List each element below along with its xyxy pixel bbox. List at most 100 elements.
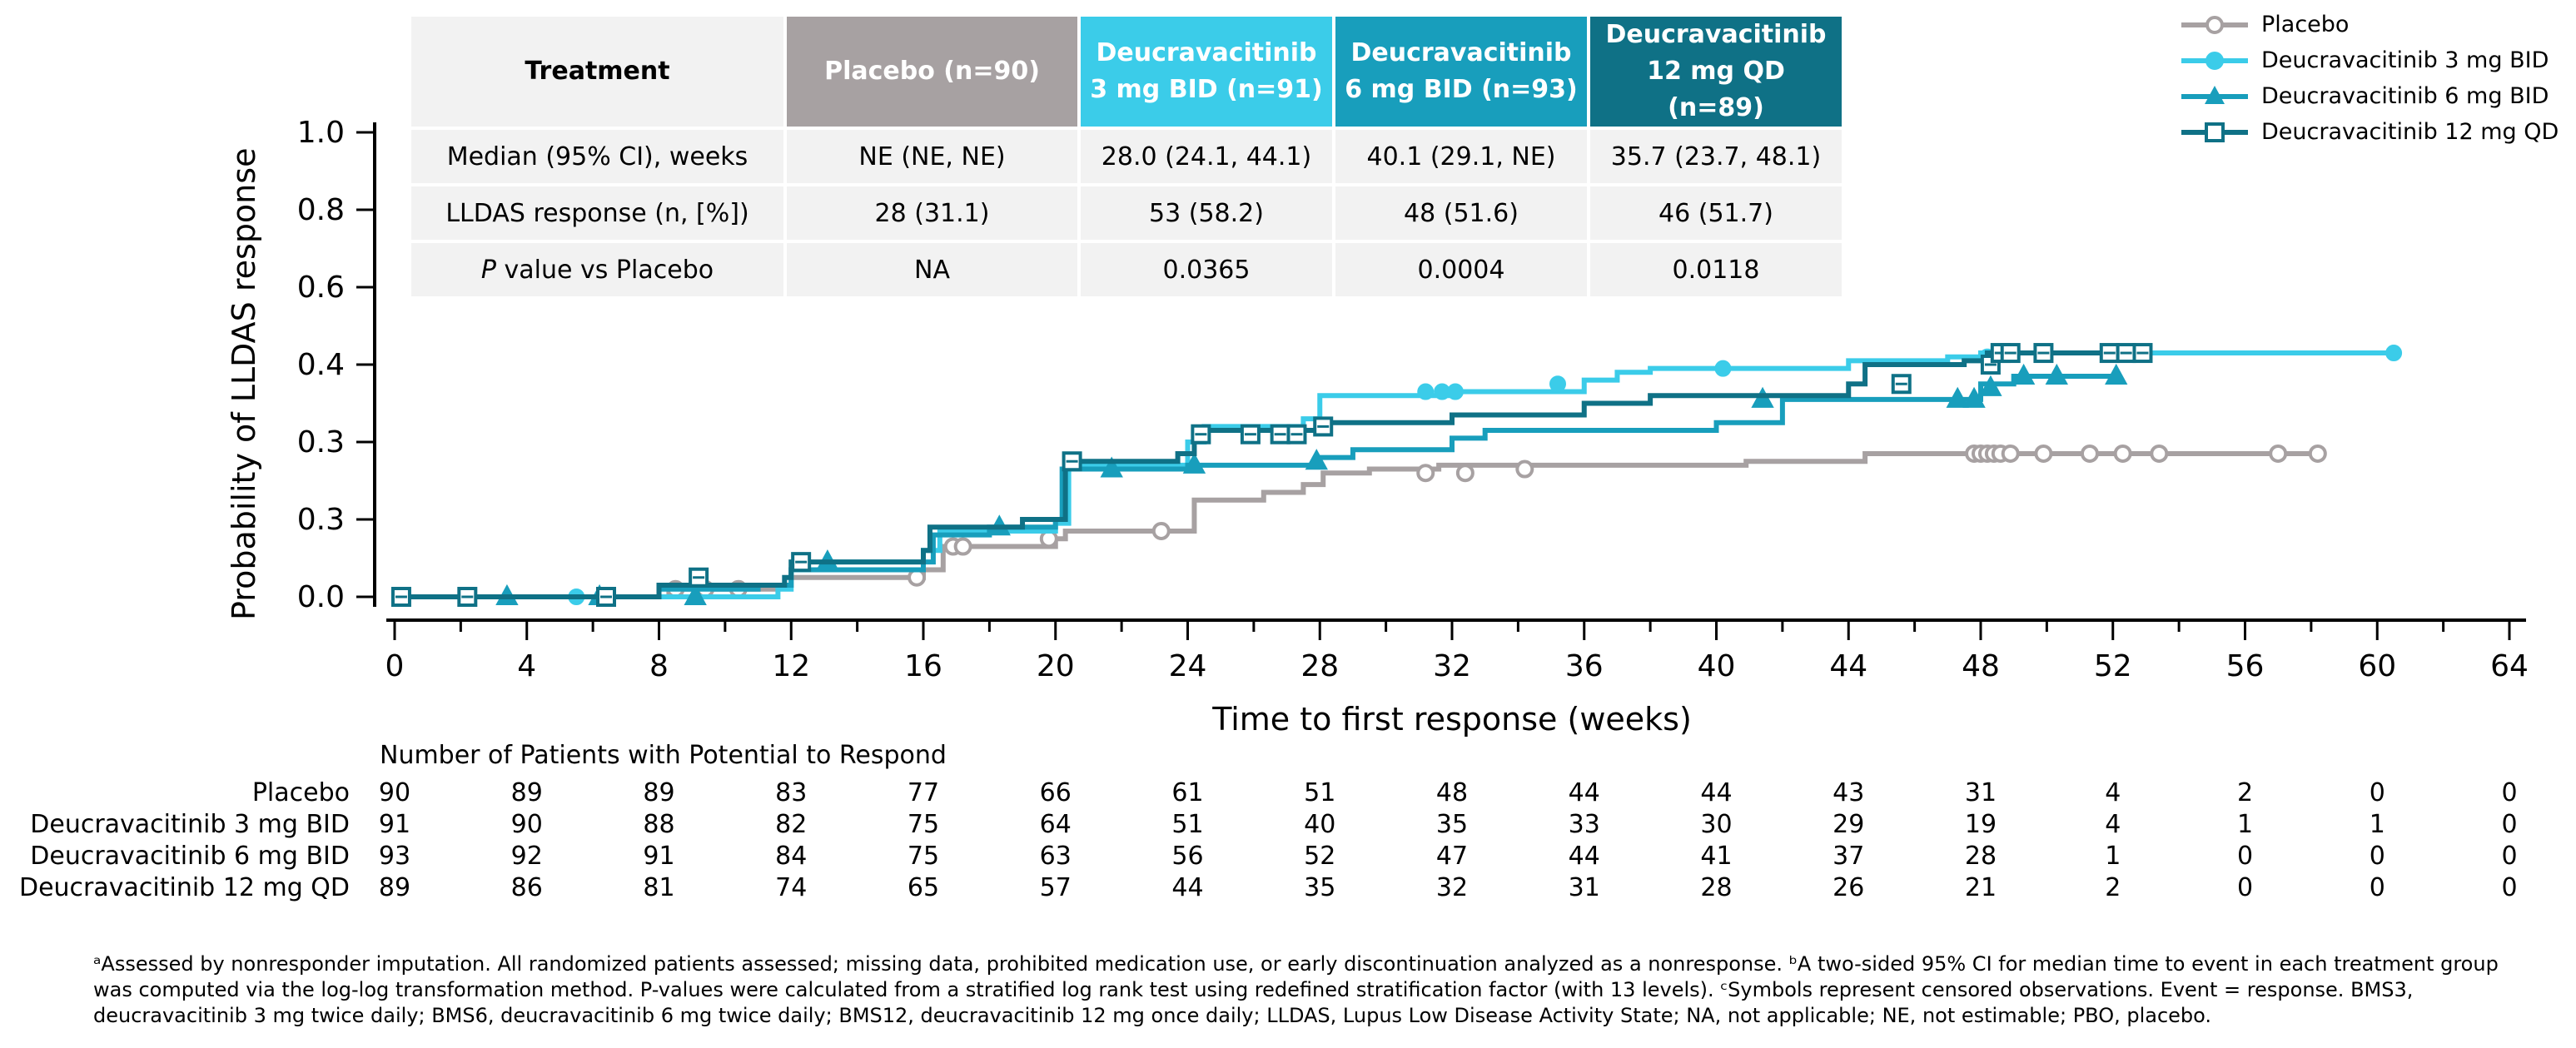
table-header-cell: Placebo (n=90) <box>787 17 1077 127</box>
at-risk-value: 43 <box>1833 778 1865 807</box>
at-risk-value: 0 <box>2501 873 2518 902</box>
table-header-cell: Deucravacitinib 12 mg QD (n=89) <box>1590 17 1842 127</box>
legend-label: Deucravacitinib 6 mg BID <box>2261 83 2549 109</box>
footnote: ᵃAssessed by nonresponder imputation. Al… <box>93 952 2499 1027</box>
at-risk-value: 89 <box>378 873 411 902</box>
at-risk-value: 44 <box>1568 842 1600 871</box>
at-risk-value: 52 <box>1304 842 1336 871</box>
legend-swatch <box>2181 85 2248 104</box>
at-risk-label: Placebo <box>251 778 350 807</box>
censor-marker-0 <box>2080 444 2099 463</box>
table-cell: 28.0 (24.1, 44.1) <box>1081 130 1332 183</box>
at-risk-value: 28 <box>1964 842 1997 871</box>
at-risk-row: Placebo 90 89 89 83 77 66 61 51 48 44 44 43 31 4 2 0 0 <box>0 778 2576 810</box>
at-risk-value: 26 <box>1833 873 1865 902</box>
x-tick-label: 36 <box>1565 649 1604 683</box>
at-risk-value: 66 <box>1039 778 1072 807</box>
censor-marker-0 <box>1416 464 1435 483</box>
table-header-text: Treatment <box>525 57 670 86</box>
table-cell: 0.0365 <box>1081 243 1332 296</box>
x-tick-label: 16 <box>904 649 942 683</box>
at-risk-value: 90 <box>510 810 543 839</box>
x-axis-label: Time to first response (weeks) <box>1211 701 1692 738</box>
series-line-3 <box>395 350 2146 599</box>
at-risk-value: 0 <box>2369 873 2385 902</box>
legend-item: Deucravacitinib 6 mg BID <box>2180 78 2559 114</box>
censor-marker-2 <box>1182 452 1206 474</box>
legend-item: Deucravacitinib 3 mg BID <box>2180 42 2559 78</box>
at-risk-value: 88 <box>643 810 675 839</box>
at-risk-row: Deucravacitinib 6 mg BID 93 92 91 84 75 63 56 52… <box>0 842 2576 873</box>
at-risk-label: Deucravacitinib 6 mg BID <box>30 842 350 871</box>
censor-marker-1 <box>1714 360 1732 377</box>
at-risk-value: 1 <box>2369 810 2385 839</box>
x-tick-label: 56 <box>2226 649 2265 683</box>
at-risk-value: 4 <box>2105 810 2121 839</box>
at-risk-value: 2 <box>2236 778 2254 807</box>
y-tick-label: 0.3 <box>297 425 345 459</box>
legend-item: Deucravacitinib 12 mg QD <box>2180 114 2559 150</box>
at-risk-label: Deucravacitinib 12 mg QD <box>18 873 350 902</box>
at-risk-value: 1 <box>2105 842 2121 871</box>
at-risk-value: 51 <box>1171 810 1204 839</box>
at-risk-title: Number of Patients with Potential to Res… <box>380 741 947 770</box>
at-risk-value: 74 <box>775 873 808 902</box>
x-tick-label: 0 <box>385 649 405 683</box>
censor-marker-2 <box>2105 363 2128 385</box>
summary-table: Treatment Placebo (n=90) Deucravacitinib 3 … <box>408 13 1845 300</box>
table-header-text: 12 mg QD (n=89) <box>1647 57 1785 122</box>
y-tick-label: 1.0 <box>297 116 345 150</box>
table-row: Median (95% CI), weeks NE (NE, NE) 28.0 (2… <box>411 130 1842 183</box>
at-risk-value: 31 <box>1964 778 1997 807</box>
censor-marker-0 <box>2034 444 2053 463</box>
at-risk-value: 51 <box>1304 778 1336 807</box>
at-risk-value: 64 <box>1039 810 1072 839</box>
x-tick-label: 4 <box>517 649 536 683</box>
x-tick-label: 28 <box>1300 649 1339 683</box>
censor-marker-2 <box>1305 449 1328 470</box>
summary-table-header: Treatment Placebo (n=90) Deucravacitinib 3 … <box>411 17 1842 127</box>
table-header-text: Placebo (n=90) <box>824 57 1040 86</box>
table-cell: NE (NE, NE) <box>787 130 1077 183</box>
series-line-2 <box>395 373 2113 599</box>
y-tick-label: 0.6 <box>297 271 345 305</box>
km-chart: 0 4 8 12 16 20 24 28 32 36 40 44 48 52 56 60 640.00.30.3… <box>226 116 2529 738</box>
table-row: P value vs Placebo NA 0.0365 0.0004 0.0118 <box>411 243 1842 296</box>
at-risk-value: 0 <box>2501 842 2518 871</box>
at-risk-value: 0 <box>2501 778 2518 807</box>
x-tick-label: 44 <box>1829 649 1867 683</box>
censor-marker-1 <box>1549 375 1566 393</box>
censor-marker-2 <box>2012 363 2036 385</box>
x-tick-label: 48 <box>1962 649 2000 683</box>
y-tick-label: 0.3 <box>297 503 345 537</box>
x-tick-label: 32 <box>1433 649 1471 683</box>
legend-label: Placebo <box>2261 12 2350 37</box>
censor-marker-2 <box>1979 375 2002 396</box>
censor-marker-0 <box>2269 444 2288 463</box>
at-risk-value: 0 <box>2236 873 2254 902</box>
at-risk-value: 4 <box>2105 778 2121 807</box>
table-header-text: Deucravacitinib <box>1096 38 1317 67</box>
at-risk-value: 1 <box>2236 810 2254 839</box>
y-tick-label: 0.8 <box>297 193 345 227</box>
at-risk-value: 35 <box>1304 873 1336 902</box>
at-risk-value: 0 <box>2236 842 2254 871</box>
at-risk-value: 56 <box>1171 842 1204 871</box>
at-risk-value: 47 <box>1435 842 1469 871</box>
at-risk-value: 75 <box>907 842 940 871</box>
censor-marker-0 <box>2001 444 2020 463</box>
censor-marker-0 <box>2150 444 2169 463</box>
x-tick-label: 12 <box>772 649 810 683</box>
censor-marker-2 <box>1946 386 1969 408</box>
table-cell: 40.1 (29.1, NE) <box>1335 130 1587 183</box>
table-header-cell: Treatment <box>411 17 783 127</box>
table-header-cell: Deucravacitinib 6 mg BID (n=93) <box>1335 17 1587 127</box>
legend-swatch <box>2181 15 2248 34</box>
table-header-text: Deucravacitinib <box>1605 20 1827 49</box>
legend-swatch <box>2181 51 2248 70</box>
censor-marker-0 <box>953 537 972 556</box>
censor-marker-1 <box>2385 345 2403 362</box>
y-axis-label: Probability of LLDAS response <box>226 148 262 620</box>
at-risk-value: 41 <box>1700 842 1733 871</box>
table-cell: 0.0118 <box>1590 243 1842 296</box>
